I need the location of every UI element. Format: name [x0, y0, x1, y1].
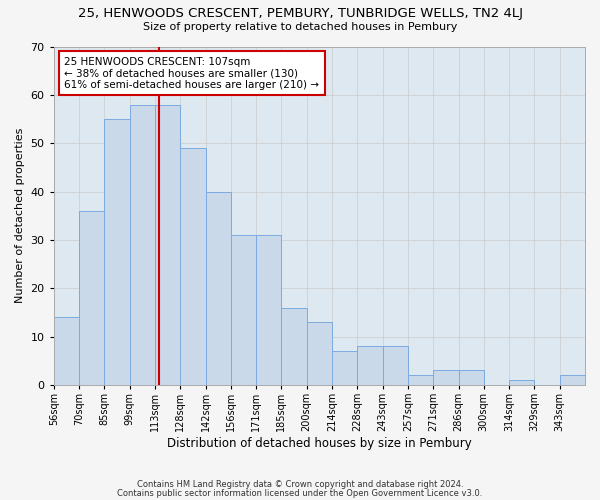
Y-axis label: Number of detached properties: Number of detached properties: [15, 128, 25, 304]
Bar: [408, 376, 433, 385]
Bar: [256, 235, 281, 385]
Bar: [180, 148, 206, 385]
Bar: [155, 104, 180, 385]
Bar: [509, 380, 535, 385]
Text: 25 HENWOODS CRESCENT: 107sqm
← 38% of detached houses are smaller (130)
61% of s: 25 HENWOODS CRESCENT: 107sqm ← 38% of de…: [64, 56, 319, 90]
Text: Size of property relative to detached houses in Pembury: Size of property relative to detached ho…: [143, 22, 457, 32]
Bar: [358, 346, 383, 385]
Bar: [332, 351, 358, 385]
Text: 25, HENWOODS CRESCENT, PEMBURY, TUNBRIDGE WELLS, TN2 4LJ: 25, HENWOODS CRESCENT, PEMBURY, TUNBRIDG…: [77, 8, 523, 20]
Bar: [130, 104, 155, 385]
Bar: [281, 308, 307, 385]
Bar: [79, 211, 104, 385]
Text: Contains public sector information licensed under the Open Government Licence v3: Contains public sector information licen…: [118, 488, 482, 498]
Bar: [458, 370, 484, 385]
Text: Contains HM Land Registry data © Crown copyright and database right 2024.: Contains HM Land Registry data © Crown c…: [137, 480, 463, 489]
Bar: [54, 318, 79, 385]
X-axis label: Distribution of detached houses by size in Pembury: Distribution of detached houses by size …: [167, 437, 472, 450]
Bar: [104, 119, 130, 385]
Bar: [231, 235, 256, 385]
Bar: [433, 370, 458, 385]
Bar: [307, 322, 332, 385]
Bar: [560, 376, 585, 385]
Bar: [206, 192, 231, 385]
Bar: [383, 346, 408, 385]
